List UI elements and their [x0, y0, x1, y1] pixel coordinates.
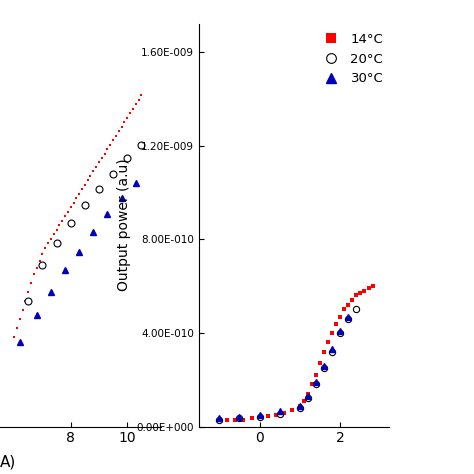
X-axis label: A): A)	[0, 455, 16, 470]
Y-axis label: Output power (a.u): Output power (a.u)	[117, 159, 131, 292]
Legend: 14°C, 20°C, 30°C: 14°C, 20°C, 30°C	[312, 27, 389, 91]
